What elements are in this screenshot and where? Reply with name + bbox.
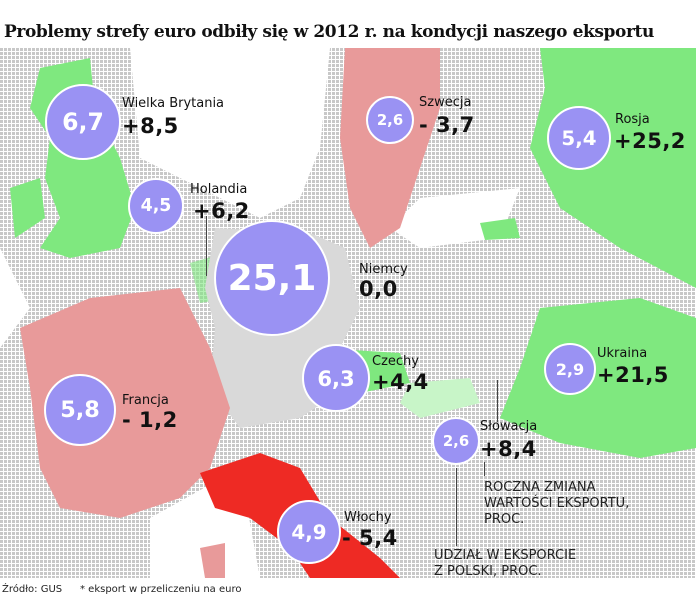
source-note: Źródło: GUS xyxy=(2,584,63,595)
export-change-value: 0,0 xyxy=(359,277,398,301)
export-share-bubble: 2,6 xyxy=(366,96,414,144)
page-title: Problemy strefy euro odbiły się w 2012 r… xyxy=(4,22,654,42)
export-change-value: +21,5 xyxy=(597,363,669,387)
export-change-value: - 5,4 xyxy=(342,526,398,550)
country-name: Czechy xyxy=(372,354,419,369)
export-share-bubble: 4,5 xyxy=(128,178,184,234)
change-legend-line: WARTOŚCI EKSPORTU, xyxy=(484,496,630,511)
footnote: * eksport w przeliczeniu na euro xyxy=(80,584,242,595)
export-change-value: +6,2 xyxy=(193,199,250,223)
export-change-value: +8,4 xyxy=(480,437,537,461)
change-legend-line: ROCZNA ZMIANA xyxy=(484,480,596,495)
country-sweden xyxy=(340,48,440,248)
change-legend-pointer xyxy=(484,462,485,476)
country-name: Słowacja xyxy=(480,419,538,434)
country-name: Niemcy xyxy=(359,262,408,277)
share-legend-line: UDZIAŁ W EKSPORCIE xyxy=(434,548,577,563)
holandia-pointer xyxy=(206,216,207,276)
country-france xyxy=(20,288,230,518)
country-slovakia xyxy=(400,378,480,418)
country-name: Francja xyxy=(122,393,169,408)
country-name: Włochy xyxy=(344,510,392,525)
export-share-bubble: 6,3 xyxy=(302,344,370,412)
country-name: Ukraina xyxy=(597,346,648,361)
sea-north xyxy=(0,48,330,218)
country-kaliningrad xyxy=(480,218,520,240)
export-change-value: - 3,7 xyxy=(419,113,475,137)
country-name: Szwecja xyxy=(419,95,472,110)
share-legend: UDZIAŁ W EKSPORCIE Z POLSKI, PROC. xyxy=(434,548,576,580)
share-legend-line: Z POLSKI, PROC. xyxy=(434,564,542,579)
country-sardinia xyxy=(200,543,225,578)
export-share-bubble: 5,8 xyxy=(44,374,116,446)
export-share-bubble: 4,9 xyxy=(277,500,341,564)
export-change-value: - 1,2 xyxy=(122,408,178,432)
export-share-bubble: 6,7 xyxy=(45,84,121,160)
export-change-value: +25,2 xyxy=(614,129,686,153)
country-name: Wielka Brytania xyxy=(122,96,225,111)
country-ireland xyxy=(10,178,45,238)
country-name: Rosja xyxy=(615,112,650,127)
share-legend-pointer xyxy=(456,468,457,546)
export-change-value: +8,5 xyxy=(122,114,179,138)
export-change-value: +4,4 xyxy=(372,370,429,394)
country-name: Holandia xyxy=(190,182,248,197)
export-share-bubble: 5,4 xyxy=(547,106,611,170)
sea-atlantic xyxy=(0,248,30,348)
change-legend: ROCZNA ZMIANA WARTOŚCI EKSPORTU, PROC. xyxy=(484,480,629,528)
change-legend-line: PROC. xyxy=(484,512,525,527)
export-share-bubble: 2,9 xyxy=(544,343,596,395)
export-share-bubble: 2,6 xyxy=(432,417,480,465)
country-ukraine xyxy=(500,298,696,458)
slowacja-pointer xyxy=(497,380,498,422)
export-share-bubble: 25,1 xyxy=(214,220,330,336)
